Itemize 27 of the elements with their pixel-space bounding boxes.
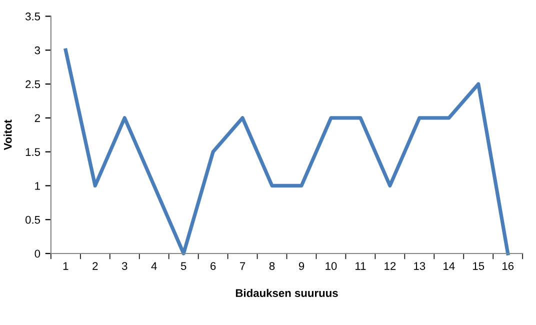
y-tick-label: 1.5 xyxy=(26,148,40,156)
y-tick-label: 0 xyxy=(34,250,40,258)
x-tick-label: 2 xyxy=(92,262,98,270)
y-axis-title: Voitot xyxy=(4,120,12,150)
x-tick-label: 12 xyxy=(384,262,396,270)
y-tick-label: 3 xyxy=(34,46,40,54)
x-tick-label: 13 xyxy=(414,262,426,270)
x-tick-label: 4 xyxy=(151,262,157,270)
x-tick-label: 16 xyxy=(502,262,514,270)
x-tick-label: 7 xyxy=(240,262,246,270)
y-tick-label: 2.5 xyxy=(26,80,40,88)
y-tick-label: 1 xyxy=(35,182,40,190)
x-axis-title: Bidauksen suuruus xyxy=(236,288,338,298)
x-tick-label: 11 xyxy=(356,262,366,270)
x-tick-label: 5 xyxy=(180,262,186,270)
y-tick-label: 3.5 xyxy=(25,12,40,20)
x-tick-label: 8 xyxy=(269,262,275,270)
x-tick-label: 10 xyxy=(326,262,337,270)
x-tick-label: 15 xyxy=(473,262,484,270)
x-tick-label: 6 xyxy=(210,262,216,270)
y-tick-label: 2 xyxy=(34,114,40,122)
x-tick-label: 9 xyxy=(298,262,304,270)
x-tick-label: 14 xyxy=(444,262,455,270)
x-tick-label: 1 xyxy=(63,262,68,270)
x-tick-label: 3 xyxy=(122,262,128,270)
line-series xyxy=(64,48,510,256)
y-tick-label: 0.5 xyxy=(25,216,40,224)
